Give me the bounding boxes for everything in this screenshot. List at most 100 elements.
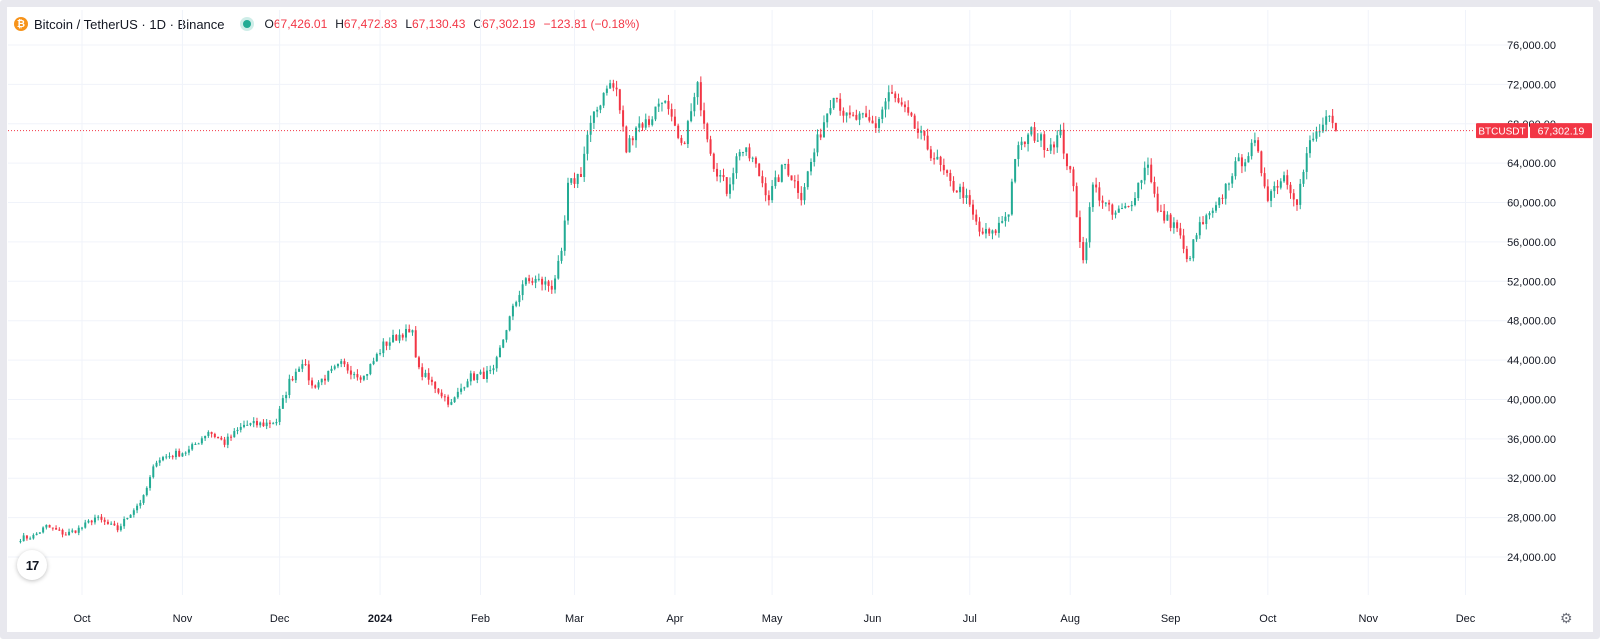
candle-body (1240, 157, 1243, 167)
time-tick-label: Oct (73, 613, 90, 625)
candle-body (550, 285, 553, 290)
price-tag-value: 67,302.19 (1538, 125, 1585, 137)
candle-body (1159, 210, 1162, 212)
candle-body (479, 371, 482, 375)
candle-body (1321, 124, 1324, 132)
candle-body (858, 113, 861, 120)
candle-body (489, 370, 492, 372)
candle-body (259, 422, 262, 426)
candle-body (473, 373, 476, 380)
candle-body (780, 164, 783, 182)
candle-body (534, 278, 537, 283)
candle-body (1133, 198, 1137, 205)
candle-body (865, 113, 868, 118)
candle-body (1023, 141, 1026, 145)
candle-body (1334, 122, 1337, 131)
candle-body (158, 460, 161, 463)
time-tick-label: Feb (471, 613, 490, 625)
price-tag-symbol-box (1476, 123, 1528, 139)
candle-body (77, 527, 80, 533)
candle-body (64, 534, 67, 536)
candle-body (952, 180, 955, 191)
candle-body (1211, 210, 1214, 214)
candle-body (1169, 214, 1172, 228)
candle-body (74, 530, 77, 533)
candle-body (246, 424, 249, 426)
candle-body (110, 523, 113, 525)
bitcoin-icon: ₿ (14, 17, 28, 31)
price-tick-label: 32,000.00 (1507, 473, 1556, 485)
candle-body (466, 381, 469, 388)
gear-icon[interactable]: ⚙ (1560, 610, 1573, 626)
candle-body (829, 108, 832, 114)
candle-body (1325, 116, 1328, 125)
candle-body (61, 529, 64, 535)
candle-body (1020, 141, 1023, 146)
candle-body (340, 361, 343, 364)
candle-body (450, 402, 453, 405)
candle-body (518, 295, 521, 303)
candle-body (492, 368, 495, 371)
candle-body (233, 431, 236, 438)
time-tick-label: Nov (1358, 613, 1378, 625)
candle-body (547, 281, 550, 286)
candle-body (171, 456, 174, 458)
candle-body (139, 502, 142, 506)
candle-body (1040, 134, 1043, 141)
candle-body (554, 278, 557, 290)
candle-body (1124, 206, 1127, 209)
candle-body (1140, 180, 1143, 183)
candle-body (631, 138, 634, 141)
candle-body (748, 147, 751, 159)
candle-body (508, 316, 511, 331)
candle-body (618, 89, 621, 111)
candle-body (1065, 153, 1068, 167)
price-tick-label: 44,000.00 (1507, 355, 1556, 367)
price-tick-label: 36,000.00 (1507, 434, 1556, 446)
candle-body (761, 176, 764, 184)
high-label: H (335, 17, 344, 31)
candle-body (978, 221, 981, 232)
price-tick-label: 72,000.00 (1507, 79, 1556, 91)
ohlc-high: H67,472.83 (335, 17, 397, 31)
candle-body (1049, 144, 1052, 151)
candle-body (521, 284, 524, 296)
candle-body (239, 426, 242, 430)
candle-body (1036, 140, 1039, 142)
time-tick-label: Jun (864, 613, 882, 625)
candle-body (894, 93, 897, 99)
candle-body (874, 123, 877, 128)
candle-body (1192, 239, 1195, 259)
candle-body (664, 100, 667, 103)
candle-body (1286, 175, 1289, 185)
candle-body (605, 88, 608, 93)
candle-body (1208, 213, 1211, 216)
candle-body (868, 117, 871, 121)
tradingview-logo-icon[interactable]: 17 (17, 550, 47, 580)
candle-body (544, 281, 547, 285)
time-axis[interactable]: Oct Nov Dec 2024 Feb Mar Apr May Jun Jul Aug Sep Oct… (73, 613, 1475, 625)
candle-body (90, 520, 93, 523)
candle-body (411, 330, 414, 333)
candle-body (330, 368, 333, 371)
candle-body (294, 371, 297, 381)
candle-body (654, 106, 657, 120)
price-tag-symbol: BTCUSDT (1478, 126, 1525, 137)
candle-body (288, 378, 291, 396)
candle-body (265, 422, 268, 427)
candle-body (1056, 135, 1059, 148)
price-axis[interactable]: 24,000.00 28,000.00 32,000.00 36,000.00 40,0… (1507, 40, 1556, 564)
candle-body (693, 97, 696, 112)
candle-body (933, 158, 936, 160)
candle-body (725, 177, 728, 194)
candle-body (670, 109, 673, 117)
candle-body (165, 456, 168, 458)
candle-body (1198, 222, 1201, 236)
candle-body (793, 180, 796, 182)
candle-body (51, 527, 54, 529)
candle-body (589, 122, 592, 135)
candles (19, 76, 1337, 544)
candle-body (385, 341, 388, 346)
candle-body (913, 115, 916, 129)
